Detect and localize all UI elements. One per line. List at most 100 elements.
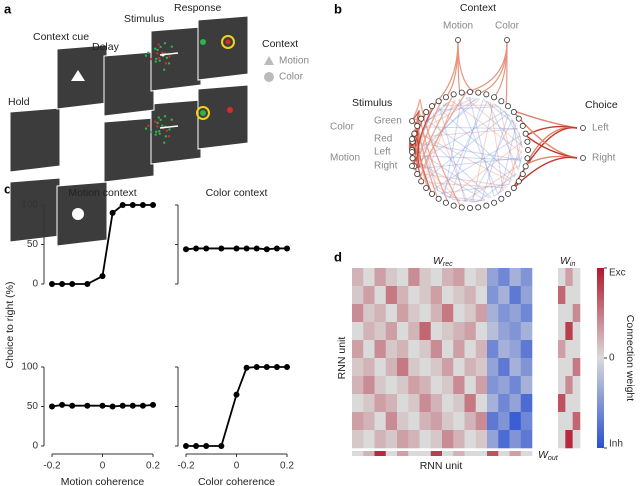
input-node xyxy=(580,155,586,161)
rnn-unit xyxy=(458,89,465,96)
stim-dot xyxy=(158,132,161,135)
heatmap-cell xyxy=(558,322,566,341)
stage-label: Stimulus xyxy=(124,13,164,25)
y-tick-label: 50 xyxy=(27,239,39,250)
rnn-unit xyxy=(504,190,511,197)
context-title: Context xyxy=(460,2,496,14)
recurrent-edge xyxy=(494,189,505,197)
heatmap-cell xyxy=(419,412,432,431)
legend-label: Color xyxy=(279,72,304,83)
heatmap-cell xyxy=(498,394,510,413)
input-edge xyxy=(457,39,475,93)
input-edge xyxy=(505,39,508,105)
data-point xyxy=(69,402,76,409)
recurrent-edge xyxy=(497,149,523,195)
heatmap-cell xyxy=(453,340,465,359)
choice-title: Choice xyxy=(585,99,618,111)
heatmap-cell xyxy=(453,286,465,305)
stim-dot xyxy=(147,51,150,54)
heatmap-cell xyxy=(408,376,420,395)
heatmap-cell xyxy=(374,304,387,323)
recurrent-edge xyxy=(423,126,518,130)
heatmap-cell xyxy=(498,322,510,341)
heatmap-cell xyxy=(475,430,488,449)
heatmap-cell xyxy=(442,358,454,377)
rnn-unit xyxy=(466,204,473,211)
stim-dot xyxy=(164,135,168,138)
heatmap-cell xyxy=(475,451,488,456)
circle-cue xyxy=(72,208,84,220)
heatmap-cell xyxy=(385,286,398,305)
screen xyxy=(150,99,202,165)
data-point xyxy=(253,245,260,252)
recurrent-edge xyxy=(469,97,495,197)
stim-dot xyxy=(165,56,169,59)
fixation xyxy=(161,53,165,57)
stim-dot xyxy=(154,57,158,61)
heatmap-cell xyxy=(363,394,375,413)
recurrent-edge xyxy=(499,125,517,193)
panel-letter: d xyxy=(334,249,342,264)
recurrent-edge xyxy=(518,132,523,149)
data-point xyxy=(253,364,260,370)
heatmap-cell xyxy=(374,286,387,305)
stim-dot xyxy=(157,116,160,119)
recurrent-edge xyxy=(440,183,510,194)
heatmap-cell xyxy=(419,322,432,341)
stimulus-input: Left xyxy=(374,147,391,158)
recurrent-edge xyxy=(420,133,512,183)
heatmap-cell xyxy=(464,304,477,323)
heatmap-cell xyxy=(558,430,566,449)
heatmap-cell xyxy=(487,358,499,377)
data-point xyxy=(84,281,91,287)
stimulus-input: Green xyxy=(374,116,402,127)
heatmap-cell xyxy=(475,268,488,287)
heatmap-cell xyxy=(442,286,454,305)
heatmap-cell xyxy=(352,340,364,359)
rnn-unit xyxy=(519,171,526,178)
rnn-unit xyxy=(522,130,529,137)
data-point xyxy=(109,209,116,216)
fit-line xyxy=(52,204,153,285)
triangle-cue xyxy=(71,70,85,81)
heatmap-cell xyxy=(442,412,454,431)
data-point xyxy=(150,401,156,408)
rnn-unit xyxy=(483,202,490,209)
stim-dot xyxy=(149,57,153,61)
rnn-unit xyxy=(504,103,511,110)
recurrent-edge xyxy=(471,199,485,203)
data-point xyxy=(129,402,136,409)
y-tick-label: 0 xyxy=(32,279,38,290)
heatmap-cell xyxy=(464,376,477,395)
heatmap-cell xyxy=(558,286,566,305)
heatmap-cell xyxy=(385,358,398,377)
heatmap-cell xyxy=(475,286,488,305)
stim-dot xyxy=(158,56,161,60)
rnn-unit xyxy=(522,163,529,170)
heatmap-cell xyxy=(352,412,364,431)
heatmap-cell xyxy=(565,412,573,431)
heatmap-cell xyxy=(385,304,398,323)
heatmap-cell xyxy=(419,451,432,456)
recurrent-edge xyxy=(510,118,522,139)
recurrent-edge xyxy=(504,110,523,146)
heatmap-cell xyxy=(419,268,432,287)
rnn-unit xyxy=(450,202,457,209)
heatmap-cell xyxy=(509,304,522,323)
stimulus-input: Red xyxy=(374,134,392,145)
recurrent-edge xyxy=(418,142,522,161)
heatmap-cell xyxy=(385,268,398,287)
target xyxy=(200,110,206,116)
recurrent-edge xyxy=(429,182,506,189)
data-point xyxy=(84,402,91,409)
data-point xyxy=(203,443,210,449)
recurrent-edge xyxy=(499,107,516,177)
heatmap-cell xyxy=(487,340,499,359)
heatmap-cell xyxy=(419,376,432,395)
x-tick-label: 0.2 xyxy=(146,461,160,472)
screen xyxy=(150,26,202,92)
heatmap-cell xyxy=(509,430,522,449)
input-edge xyxy=(411,98,462,208)
stage-label: Hold xyxy=(8,96,30,108)
recurrent-edge xyxy=(438,107,516,178)
